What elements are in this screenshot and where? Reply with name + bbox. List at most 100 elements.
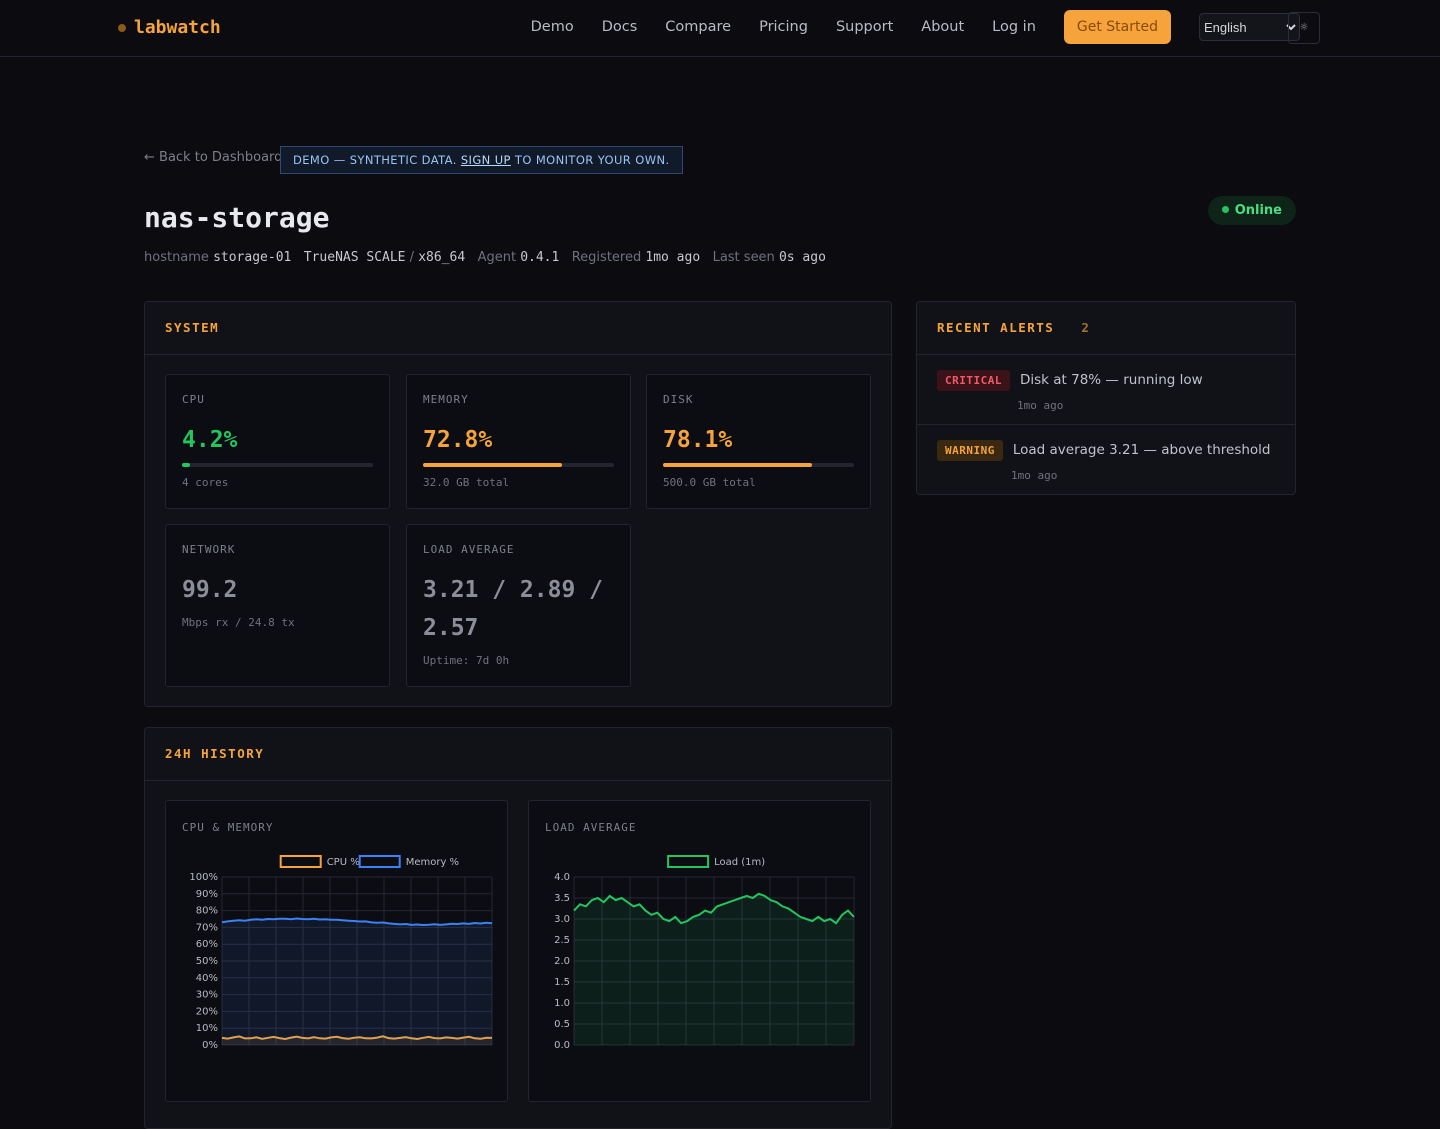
y-tick-label: 0.5 [554,1019,570,1030]
y-tick-label: 2.0 [554,956,570,967]
banner-text: TO MONITOR YOUR OWN. [514,153,670,167]
nav-link[interactable]: About [921,19,965,35]
metric-card: DISK 78.1% 500.0 GB total [646,374,871,509]
legend-label: Memory % [406,857,459,868]
host-title: nas-storage [144,201,330,234]
nav-link[interactable]: Support [835,19,894,35]
theme-toggle[interactable]: ☼ [1288,12,1320,44]
y-tick-label: 30% [196,990,218,1001]
alert-level: CRITICAL [937,370,1010,391]
y-tick-label: 3.5 [554,893,570,904]
series-area [574,893,854,1045]
metric-label: DISK [663,393,694,406]
metric-card: LOAD AVERAGE 3.21 / 2.89 / 2.57 Uptime: 7d… [406,524,631,687]
chart: 0.0 0.5 1.0 1.5 2.0 2.5 3.0 3.5 4.0 Load (1m) [554,855,855,1051]
metric-track [182,463,373,467]
meta-label: Last seen [712,250,775,265]
panel-title: 24H HISTORY [145,728,891,781]
alert-time: 1mo ago [1017,399,1064,412]
sign-up-link[interactable]: SIGN UP [460,153,511,167]
meta-value: 0s ago [778,250,826,265]
y-tick-label: 4.0 [554,872,570,883]
meta-value: TrueNAS SCALE [303,250,406,265]
metric-note: 32.0 GB total [423,476,510,489]
alerts-panel: RECENT ALERTS 2 CRITICAL Disk at 78% — ru… [916,301,1296,495]
metric-card: CPU 4.2% 4 cores [165,374,390,509]
status-badge: Online [1207,196,1296,225]
panel-title: RECENT ALERTS 2 [917,302,1295,355]
metric-value: 78.1% [663,427,733,453]
chart-card: LOAD AVERAGE 0.0 0.5 1.0 1.5 2.0 2.5 3.0 3.5 4.0… [528,800,871,1102]
nav-link[interactable]: Compare [665,19,732,35]
y-tick-label: 0.0 [554,1040,570,1051]
brand[interactable]: labwatch [118,17,221,38]
nav-link[interactable]: Pricing [759,19,808,35]
metric-value: 99.2 [182,577,238,603]
legend-label: CPU % [327,857,360,868]
alerts-title: RECENT ALERTS [937,320,1055,335]
meta-label: hostname [144,250,209,265]
chart-title: LOAD AVERAGE [545,821,637,834]
meta-value: storage-01 [213,250,292,265]
metric-note: Mbps rx / 24.8 tx [182,616,295,629]
alert: WARNING Load average 3.21 — above thresho… [937,440,1271,482]
y-tick-label: 50% [196,956,218,967]
metric-bar [663,463,813,467]
meta-label: Agent [477,250,517,265]
nav-link[interactable]: Docs [601,19,638,35]
y-tick-label: 60% [196,939,218,950]
metric-value: 4.2% [182,427,238,453]
y-tick-label: 70% [196,922,218,933]
y-tick-label: 20% [196,1006,218,1017]
metric-track [423,463,614,467]
top-nav: labwatch Demo Docs Compare Pricing Suppo… [0,0,1440,57]
metric-card: NETWORK 99.2 Mbps rx / 24.8 tx [165,524,390,687]
brand-name: labwatch [134,17,221,38]
y-tick-label: 1.5 [554,977,570,988]
alert-text: Load average 3.21 — above threshold [1012,442,1271,458]
alert-level: WARNING [937,440,1003,461]
y-tick-label: 2.5 [554,935,570,946]
nav-link[interactable]: Demo [530,19,574,35]
y-tick-label: 90% [196,889,218,900]
metric-track [663,463,854,467]
metric-label: CPU [182,393,205,406]
history-panel: 24H HISTORY CPU & MEMORY 0% 10% 20% 30% 40% 5… [144,727,892,1129]
brand-dot [118,24,126,32]
meta-value: 1mo ago [645,250,701,265]
legend-swatch [358,855,401,868]
y-tick-label: 100% [189,872,218,883]
metric-label: NETWORK [182,543,236,556]
nav-link[interactable]: Log in [992,19,1036,35]
y-tick-label: 3.0 [554,914,570,925]
y-tick-label: 80% [196,906,218,917]
meta-value: x86_64 [418,250,466,265]
chart-title: CPU & MEMORY [182,821,274,834]
y-tick-label: 1.0 [554,998,570,1009]
metric-label: LOAD AVERAGE [423,543,515,556]
meta-sep: / [409,250,415,265]
alerts-count: 2 [1081,320,1091,335]
chart: 0% 10% 20% 30% 40% 50% 60% 70% 80% 90% 100% CPU % Me… [189,855,493,1051]
alert-time: 1mo ago [1011,469,1058,482]
divider [917,424,1295,425]
alert-text: Disk at 78% — running low [1019,372,1203,388]
metric-bar [423,463,563,467]
system-panel: SYSTEM CPU 4.2% 4 cores MEMORY 72.8% 32.0 GB … [144,301,892,707]
metric-note: 500.0 GB total [663,476,756,489]
series-area [222,918,492,1045]
metric-label: MEMORY [423,393,469,406]
host-meta: hostname storage-01 TrueNAS SCALE / x86_… [144,250,826,265]
alert: CRITICAL Disk at 78% — running low 1mo ago [937,370,1203,412]
metric-card: MEMORY 72.8% 32.0 GB total [406,374,631,509]
meta-label: Registered [571,250,642,265]
legend-label: Load (1m) [714,857,765,868]
panel-title: SYSTEM [145,302,891,355]
metric-note: Uptime: 7d 0h [423,654,510,667]
back-link[interactable]: ← Back to Dashboard [144,150,283,165]
metric-value: 72.8% [423,427,493,453]
get-started-button[interactable]: Get Started [1063,10,1171,44]
language-select[interactable]: English [1199,13,1300,41]
legend-swatch [667,855,710,868]
y-tick-label: 40% [196,973,218,984]
